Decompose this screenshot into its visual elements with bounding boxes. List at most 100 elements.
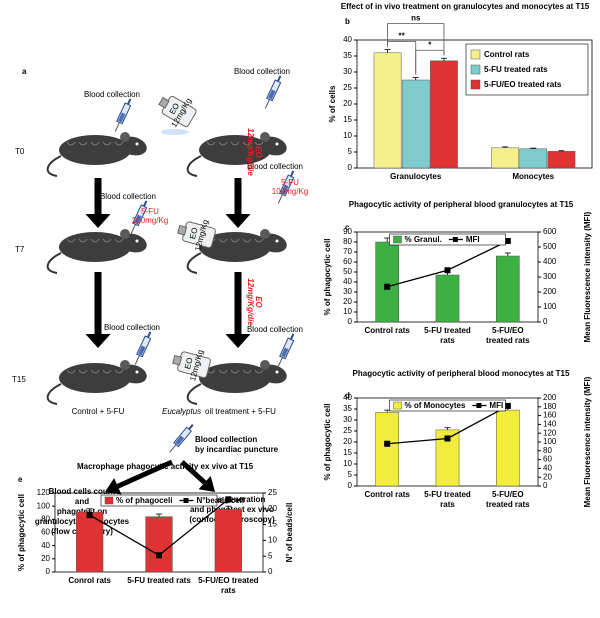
bar <box>496 255 520 323</box>
y-tick-label: 60 <box>343 257 352 266</box>
legend-label: 5-FU treated rats <box>484 65 548 74</box>
rat-fur <box>90 141 100 146</box>
rat-fur <box>242 238 252 243</box>
syringe-liquid <box>134 214 142 225</box>
syringe-plunger <box>188 424 194 430</box>
x-tick-label: Monocytes <box>512 172 555 181</box>
error-bar <box>384 409 391 413</box>
bar <box>547 151 576 169</box>
chart-title-box: Phagocytic activity of peripheral blood … <box>349 200 574 209</box>
legend-swatch <box>470 64 481 75</box>
rat-fur <box>66 369 76 374</box>
y-tick-label: 0 <box>348 317 353 326</box>
drip <box>161 129 189 135</box>
chart-title: Phagocytic activity of peripheral blood … <box>352 369 570 378</box>
syringe-icon <box>134 331 152 365</box>
y-axis-label: % of cells <box>328 85 337 122</box>
syringe-needle <box>130 224 136 234</box>
eo-dose-label: EO <box>254 146 263 158</box>
bottle-cap <box>177 224 188 236</box>
legend-label: % Granul. <box>405 235 442 244</box>
legend-label: 5-FU/EO treated rats <box>484 80 562 89</box>
outcome-label: Blood cells count <box>49 487 116 496</box>
y2-tick-label: 180 <box>543 402 557 411</box>
legend-swatch <box>393 235 402 244</box>
rat-icon <box>186 360 287 405</box>
syringe-plunger <box>290 170 295 177</box>
rat-body <box>199 363 271 393</box>
syringe-icon <box>130 200 148 234</box>
y-tick-label: 60 <box>41 528 50 537</box>
panel-label: e <box>18 475 23 484</box>
y2-tick-label: 0 <box>543 317 548 326</box>
bar <box>401 79 430 169</box>
eo-dose-label: 12mg/Kg/die <box>246 128 255 176</box>
x-tick-label: 5-FU treated rats <box>424 490 471 509</box>
time-label: T7 <box>15 245 25 254</box>
x-tick-label: Control rats <box>364 490 410 499</box>
y-tick-label: 20 <box>343 297 352 306</box>
y-tick-label: 50 <box>343 267 352 276</box>
y-tick-label: 10 <box>343 459 352 468</box>
significance-bracket <box>387 23 445 56</box>
rat-fur <box>206 141 216 146</box>
y-tick-label: 40 <box>343 277 352 286</box>
rat-fur <box>254 238 264 243</box>
y2-tick-label: 0 <box>543 481 548 490</box>
y-tick-label: 35 <box>343 404 352 413</box>
y-tick-label: 120 <box>37 488 51 497</box>
legend-label: Control rats <box>484 50 530 59</box>
y-tick-label: 20 <box>343 99 352 108</box>
bar <box>519 148 548 169</box>
syringe-icon <box>114 98 132 132</box>
chart-title-box: Effect of in vivo treatment on granulocy… <box>341 2 590 11</box>
y2-axis-label: Mean Fluorescence intensity (MFI) <box>583 211 592 342</box>
x-tick-label: 5-FU/EO treated rats <box>486 490 530 509</box>
eo-dose: 12mg/Kg/die EO <box>246 128 263 176</box>
panel-label: c <box>345 223 350 232</box>
legend-label: MFI <box>466 235 480 244</box>
rat-eye <box>275 370 279 374</box>
rat-ear <box>260 132 270 142</box>
group-label: oil treatment + 5-FU <box>205 407 276 416</box>
legend-box <box>389 233 506 246</box>
y-tick-label: 80 <box>41 514 50 523</box>
y-tick-label: 80 <box>343 237 352 246</box>
rat-fur <box>218 369 228 374</box>
y-tick-label: 35 <box>343 51 352 60</box>
error-bar <box>412 77 419 80</box>
syringe-icon <box>264 75 282 109</box>
rat-eye <box>275 142 279 146</box>
y-tick-label: 40 <box>343 393 352 402</box>
rat-ear <box>260 360 270 370</box>
y-tick-label: 20 <box>343 437 352 446</box>
y-axis-label: % of phagocytic cell <box>17 494 26 571</box>
y-tick-label: 25 <box>343 83 352 92</box>
x-tick-label-box: 5-FU/EO treated rats <box>486 490 530 509</box>
blood-collection-label: Blood collection <box>100 192 156 201</box>
y-tick-label: 15 <box>343 448 352 457</box>
y2-tick-label: 160 <box>543 411 557 420</box>
rat-fur <box>66 141 76 146</box>
rat-ear <box>120 132 130 142</box>
y-tick-label: 15 <box>343 115 352 124</box>
outcome-label: phagotest on <box>57 507 107 516</box>
y2-tick-label: 500 <box>543 242 557 251</box>
legend-label: % of phagoceli <box>116 496 172 505</box>
legend-swatch <box>470 49 481 60</box>
rat-tail <box>46 155 62 177</box>
bar <box>375 241 399 323</box>
eo-dose: 12mg/Kg/die EO <box>246 278 263 326</box>
collection-label: by incardiac puncture <box>195 445 279 454</box>
syringe-needle <box>264 99 270 109</box>
x-tick-label: Control rats <box>364 326 410 335</box>
time-label: T0 <box>15 147 25 156</box>
chart-title-box: Macrophage phagocytic activity ex vivo a… <box>77 462 253 471</box>
x-tick-label-box: Monocytes <box>512 172 555 181</box>
rat-icon <box>186 229 287 274</box>
x-tick-label-box: 5-FU treated rats <box>424 326 471 345</box>
syringe-needle <box>277 357 283 367</box>
legend-box <box>465 43 589 96</box>
rat-fur <box>242 369 252 374</box>
